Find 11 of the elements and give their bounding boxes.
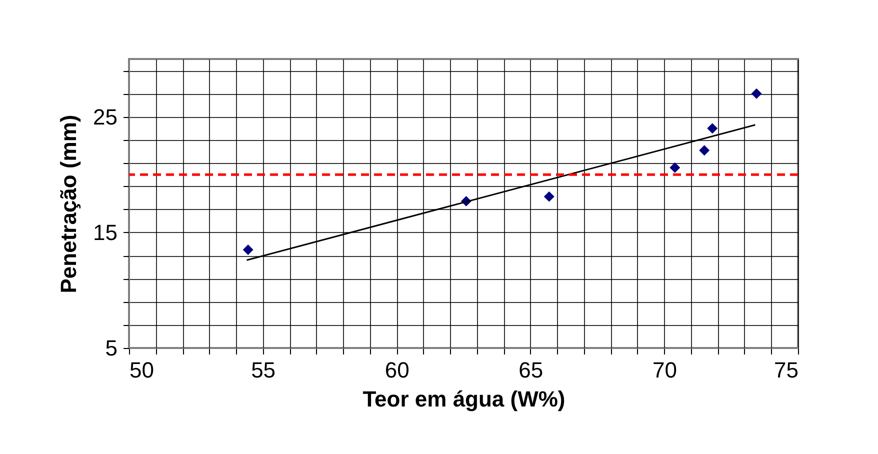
y-axis-title: Penetração (mm)	[56, 114, 82, 294]
y-tick-label: 25	[93, 104, 118, 130]
x-axis-title: Teor em água (W%)	[362, 386, 566, 412]
y-tick-label: 5	[105, 336, 118, 360]
x-tick-label: 70	[652, 358, 677, 382]
x-tick-label: 50	[130, 358, 154, 382]
x-tick-label: 55	[251, 358, 276, 382]
y-tick-label: 15	[93, 220, 118, 245]
x-tick-label: 60	[384, 358, 410, 382]
x-tick-label: 65	[518, 358, 544, 382]
x-tick-label: 75	[774, 358, 798, 382]
